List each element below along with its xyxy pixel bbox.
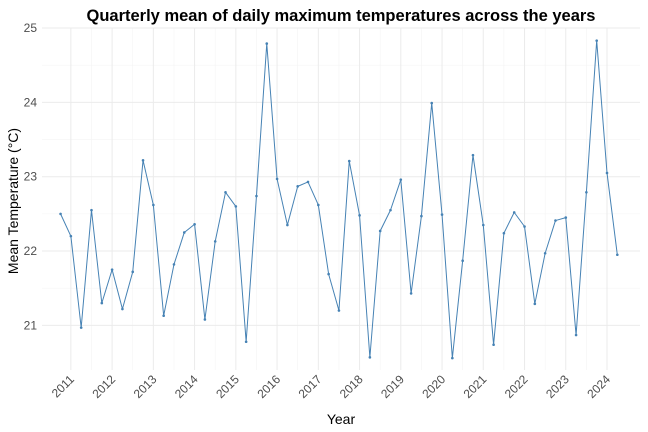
data-point	[512, 211, 516, 214]
data-point	[224, 191, 227, 194]
x-axis-ticks: 2011 2012 2013 2014 2015 2016 2017 2018 2019 2020…	[49, 372, 614, 401]
data-point	[616, 253, 619, 257]
y-tick-label: 24	[24, 95, 38, 109]
y-tick-label: 23	[24, 170, 38, 184]
data-point	[605, 171, 609, 175]
data-point	[152, 203, 155, 207]
data-point	[502, 231, 506, 235]
data-point	[481, 223, 485, 227]
data-point	[420, 214, 423, 218]
data-point	[244, 340, 248, 344]
x-tick-label: 2019	[378, 372, 407, 401]
data-point	[378, 229, 382, 233]
data-point	[203, 318, 207, 321]
x-tick-label: 2014	[172, 372, 201, 401]
y-tick-label: 25	[24, 21, 38, 35]
data-point	[471, 153, 475, 157]
data-point	[317, 203, 320, 207]
data-point	[59, 212, 62, 216]
data-point	[358, 214, 361, 217]
x-tick-label: 2013	[131, 372, 160, 401]
x-tick-label: 2023	[543, 372, 572, 401]
data-point	[533, 302, 537, 306]
chart-title: Quarterly mean of daily maximum temperat…	[87, 7, 596, 25]
data-point	[182, 231, 186, 234]
data-point	[368, 356, 372, 359]
data-point	[399, 178, 403, 181]
data-point	[337, 309, 341, 312]
data-point	[255, 194, 258, 198]
data-point	[430, 101, 434, 105]
x-tick-label: 2011	[49, 372, 77, 400]
data-point	[440, 213, 444, 216]
data-point	[327, 272, 330, 276]
data-point	[90, 208, 93, 212]
data-point	[162, 314, 165, 318]
x-tick-label: 2018	[337, 372, 366, 401]
data-point	[172, 263, 176, 266]
data-point	[275, 177, 279, 181]
data-point	[595, 39, 598, 42]
data-point	[141, 159, 145, 162]
data-point	[585, 191, 588, 194]
data-point	[286, 223, 289, 227]
x-tick-label: 2020	[419, 372, 448, 401]
data-point	[234, 205, 238, 208]
data-point	[389, 208, 392, 212]
data-point	[296, 185, 300, 188]
data-point	[492, 343, 495, 347]
y-tick-label: 22	[24, 244, 38, 258]
x-tick-label: 2024	[584, 372, 613, 401]
data-point	[100, 301, 104, 305]
data-point	[409, 292, 413, 295]
grid	[42, 27, 640, 370]
data-point	[306, 180, 310, 184]
x-tick-label: 2012	[89, 372, 118, 401]
data-point	[131, 270, 135, 274]
y-axis-ticks: 21 22 23 24 25	[24, 21, 38, 332]
data-point	[213, 240, 217, 243]
data-point	[461, 259, 464, 263]
data-point	[543, 251, 547, 255]
x-axis-title: Year	[327, 411, 356, 427]
x-tick-label: 2015	[213, 372, 242, 401]
data-point	[121, 307, 124, 311]
data-point	[451, 356, 454, 360]
data-point	[79, 326, 83, 329]
data-point	[523, 225, 526, 228]
x-tick-label: 2021	[461, 372, 490, 401]
y-tick-label: 21	[24, 318, 38, 332]
x-tick-label: 2022	[502, 372, 531, 401]
data-point	[110, 268, 114, 271]
data-point	[265, 42, 269, 45]
x-tick-label: 2016	[254, 372, 283, 401]
data-point	[574, 333, 578, 337]
y-axis-title: Mean Temperature (°C)	[5, 128, 21, 274]
data-point	[554, 219, 557, 222]
data-point	[193, 222, 196, 226]
data-point	[347, 159, 351, 163]
data-point	[69, 234, 73, 238]
series-layer	[59, 39, 619, 360]
x-tick-label: 2017	[296, 372, 325, 401]
data-point	[564, 216, 568, 219]
